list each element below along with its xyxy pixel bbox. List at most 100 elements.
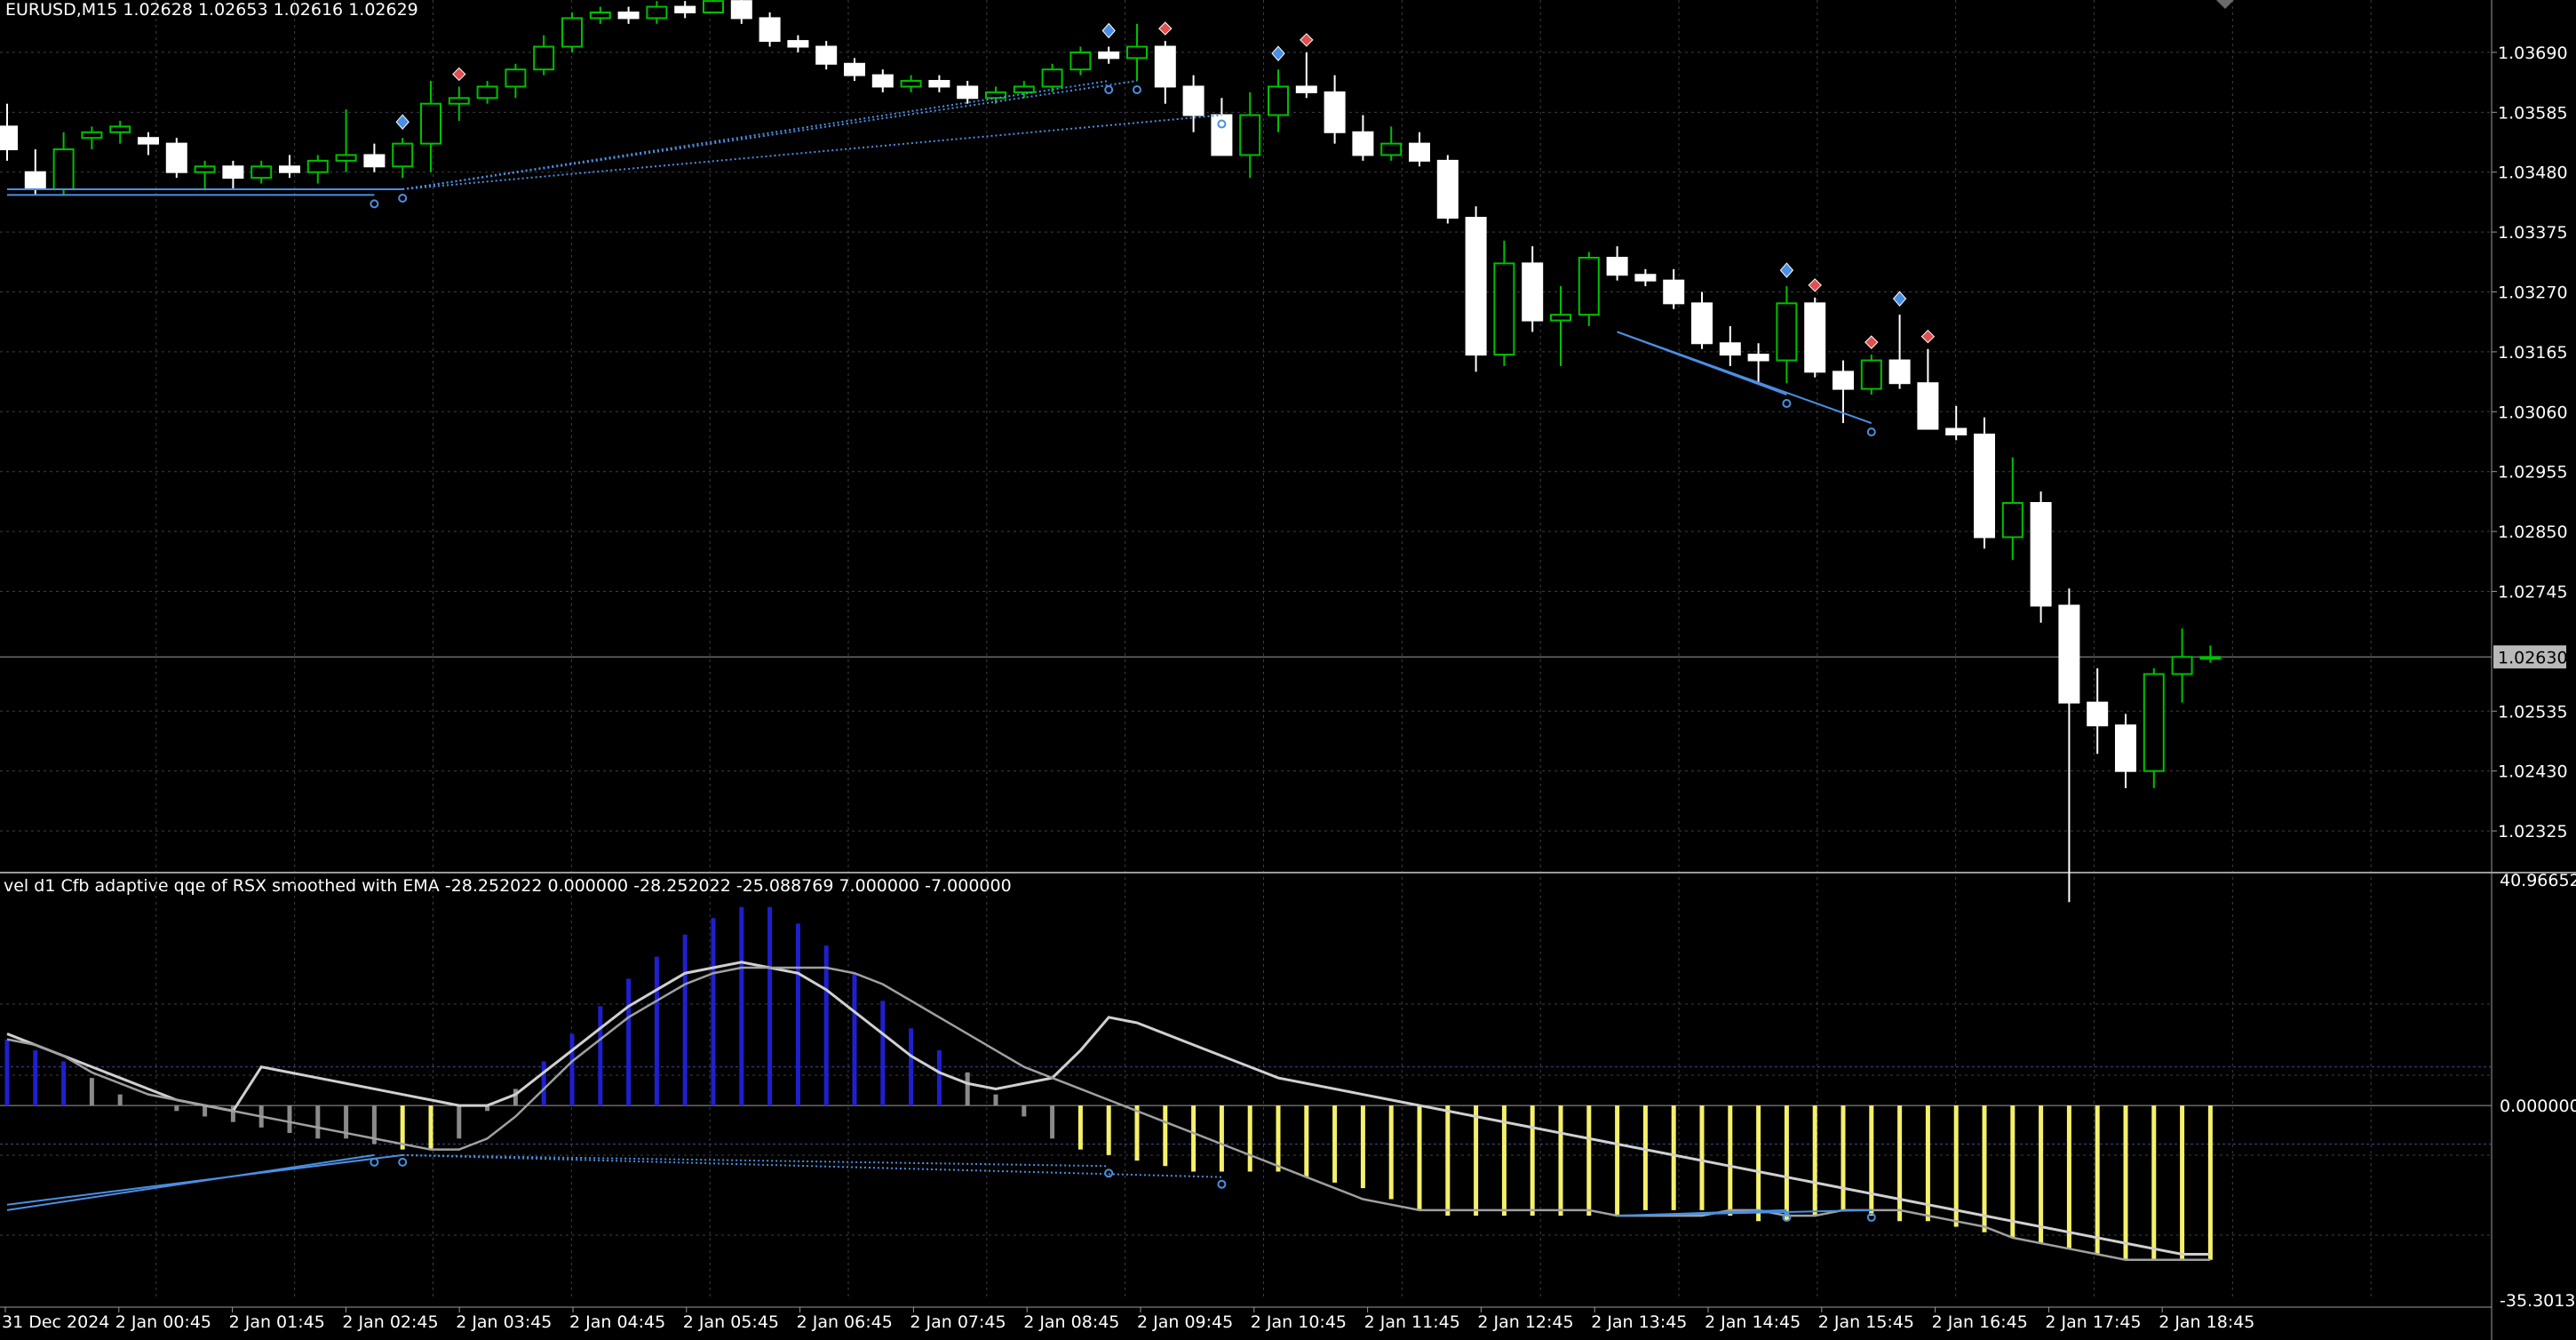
candle-body — [2115, 724, 2136, 772]
candle — [1295, 52, 1317, 99]
candle-body — [759, 17, 781, 43]
candle-body — [448, 97, 470, 105]
divergence-marker-icon — [1782, 1212, 1792, 1222]
candle — [1719, 326, 1741, 366]
candle-body — [1550, 314, 1571, 322]
candle-body — [279, 165, 300, 173]
sell-arrow-icon — [1300, 33, 1314, 47]
candle-body — [2171, 656, 2193, 675]
buy-arrow-icon — [1779, 262, 1794, 278]
candle-body — [2087, 701, 2109, 727]
candle-body — [2143, 673, 2165, 772]
candle — [1352, 115, 1374, 161]
candle — [1436, 155, 1459, 224]
time-tick-label: 2 Jan 15:45 — [1818, 1312, 1914, 1332]
candle-body — [250, 165, 273, 179]
candle-body — [109, 125, 131, 133]
candle — [1550, 286, 1571, 366]
candle-body — [505, 68, 527, 88]
candle — [1268, 69, 1289, 132]
candle — [1606, 246, 1628, 281]
candle — [448, 86, 470, 121]
candle — [1098, 46, 1120, 64]
candle-body — [1268, 85, 1289, 116]
candle-body — [985, 91, 1006, 100]
sell-arrow-icon — [1158, 21, 1173, 36]
candle-body — [674, 5, 696, 13]
candle — [1634, 268, 1657, 287]
current-price-label: 1.02630 — [2498, 648, 2568, 667]
candle-body — [1380, 142, 1403, 156]
candle — [2058, 588, 2080, 903]
candle-body — [589, 12, 611, 20]
scroll-marker-icon — [2216, 0, 2234, 9]
candle-body — [957, 85, 979, 100]
candle — [505, 63, 527, 99]
indicator-signal-line-upper — [6, 961, 2211, 1256]
candle-body — [1069, 51, 1092, 71]
candle-body — [1776, 302, 1798, 362]
candle — [1182, 75, 1205, 132]
time-tick-label: 2 Jan 17:45 — [2045, 1312, 2141, 1332]
buy-arrow-icon — [1892, 291, 1907, 307]
candle-body — [1888, 359, 1911, 385]
current-price-box — [2493, 645, 2566, 669]
candle — [1493, 240, 1515, 366]
candle — [138, 132, 159, 156]
indicator-divergence-line — [6, 1153, 403, 1206]
indicator-divergence-line — [402, 1153, 1109, 1168]
candle — [1974, 417, 1995, 549]
candle-body — [1860, 359, 1882, 390]
candle-body — [928, 80, 950, 88]
price-tick-label: 1.02745 — [2498, 582, 2568, 602]
candle-body — [617, 12, 640, 20]
candle — [589, 6, 611, 24]
indicator-tick-label: -35.301314 — [2500, 1291, 2576, 1311]
candle-body — [476, 85, 498, 100]
divergence-marker-icon — [398, 193, 408, 203]
candle — [1239, 92, 1261, 179]
candle — [109, 120, 131, 144]
candle-body — [1747, 354, 1769, 362]
divergence-marker-icon — [398, 1157, 408, 1167]
candle — [1917, 348, 1939, 430]
price-tick-label: 1.03165 — [2498, 343, 2568, 363]
time-tick-label: 2 Jan 09:45 — [1137, 1312, 1233, 1332]
candle — [165, 138, 187, 179]
divergence-marker-icon — [1866, 1212, 1876, 1222]
indicator-tick-label: 40.966526 — [2500, 871, 2576, 890]
candle — [533, 35, 555, 76]
candle — [1804, 297, 1826, 378]
candle-body — [815, 45, 838, 65]
candle — [1324, 75, 1346, 144]
candle-body — [1126, 45, 1148, 60]
price-tick-label: 1.03585 — [2498, 103, 2568, 123]
price-divergence-line — [1617, 331, 1872, 425]
candle-body — [194, 165, 216, 173]
sell-arrow-icon — [452, 67, 466, 82]
candle — [1409, 132, 1430, 167]
buy-arrow-icon — [1101, 22, 1116, 39]
time-tick-label: 2 Jan 00:45 — [115, 1312, 211, 1332]
candle-body — [52, 148, 75, 190]
candle — [646, 1, 668, 24]
price-tick-label: 1.02325 — [2498, 822, 2568, 841]
candle-body — [787, 40, 809, 48]
candle-body — [138, 137, 159, 145]
candle — [420, 81, 441, 172]
candle — [703, 0, 724, 14]
candle — [871, 69, 894, 92]
price-divergence-line — [402, 80, 1109, 190]
candle-body — [1295, 85, 1317, 93]
candle-body — [561, 17, 583, 48]
candle-body — [2199, 656, 2222, 660]
candle-body — [1239, 114, 1261, 156]
candle — [617, 6, 640, 24]
candle — [1945, 405, 1968, 441]
divergence-marker-icon — [1782, 399, 1792, 409]
candle — [1747, 343, 1769, 384]
time-tick-label: 2 Jan 07:45 — [910, 1312, 1006, 1332]
candle — [759, 12, 781, 47]
price-tick-label: 1.02430 — [2498, 762, 2568, 782]
